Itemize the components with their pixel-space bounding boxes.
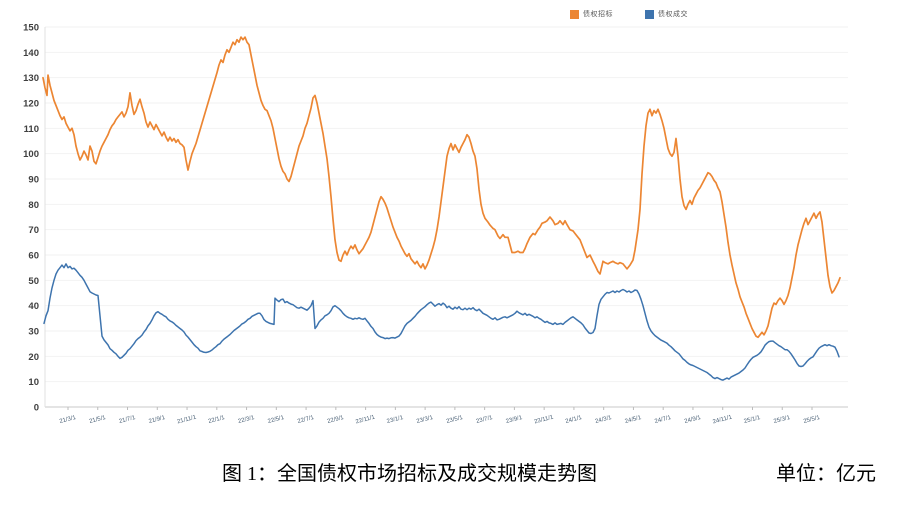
legend-swatch	[645, 9, 654, 19]
x-tick-label: 23/9/1	[505, 415, 523, 425]
legend-item-0: 债权招标	[570, 9, 613, 19]
y-tick-label: 0	[34, 403, 39, 414]
x-tick-label: 22/11/1	[355, 414, 376, 425]
unit-label: 单位：亿元	[776, 463, 876, 485]
x-tick-label: 23/1/1	[386, 415, 404, 425]
figure-caption: 图 1：全国债权市场招标及成交规模走势图	[222, 463, 597, 485]
legend-item-1: 债权成交	[645, 9, 688, 19]
y-tick-label: 110	[24, 124, 39, 135]
x-tick-label: 24/5/1	[624, 415, 642, 425]
x-tick-label: 23/11/1	[534, 414, 555, 425]
y-tick-label: 80	[28, 200, 39, 211]
x-tick-label: 22/9/1	[327, 415, 345, 425]
y-tick-label: 130	[23, 73, 39, 84]
series-line-0	[42, 36, 841, 339]
y-tick-label: 30	[28, 327, 39, 338]
x-tick-label: 25/1/1	[743, 415, 761, 425]
y-tick-label: 70	[28, 225, 39, 236]
y-tick-label: 150	[23, 23, 39, 34]
x-tick-label: 23/7/1	[476, 415, 494, 425]
x-tick-label: 24/9/1	[684, 415, 702, 425]
x-tick-label: 21/7/1	[118, 415, 136, 425]
legend-label: 债权招标	[583, 11, 613, 18]
chart-svg: 0 10 20 30 40 50 60 70 80 90 100 110 120 130 140 150 21/…	[23, 23, 848, 425]
x-tick-label: 22/5/1	[267, 415, 285, 425]
x-tick-label: 21/9/1	[148, 415, 166, 425]
series-line-1	[43, 263, 840, 381]
x-tick-label: 23/5/1	[446, 415, 464, 425]
chart-legend: 债权招标 债权成交	[570, 9, 688, 19]
legend-swatch	[570, 9, 579, 19]
y-tick-label: 50	[28, 276, 39, 287]
x-tick-label: 25/3/1	[773, 415, 791, 425]
y-tick-label: 60	[28, 251, 39, 262]
x-tick-label: 24/7/1	[654, 415, 672, 425]
x-tick-label: 24/3/1	[595, 415, 613, 425]
y-tick-label: 90	[28, 175, 39, 186]
y-tick-label: 120	[23, 99, 39, 110]
y-tick-label: 10	[28, 377, 39, 388]
x-tick-label: 21/3/1	[59, 415, 77, 425]
x-tick-label: 24/1/1	[565, 415, 583, 425]
y-tick-label: 20	[28, 352, 39, 363]
y-tick-label: 40	[28, 301, 39, 312]
x-tick-label: 21/5/1	[89, 415, 107, 425]
x-tick-label: 21/11/1	[177, 414, 198, 425]
y-tick-label: 100	[23, 149, 39, 160]
x-tick-label: 25/5/1	[803, 415, 821, 425]
y-tick-label: 140	[23, 48, 39, 59]
x-tick-label: 24/11/1	[712, 414, 733, 425]
x-tick-label: 22/7/1	[297, 415, 315, 425]
x-tick-label: 23/3/1	[416, 415, 434, 425]
x-tick-label: 22/1/1	[208, 415, 226, 425]
legend-label: 债权成交	[658, 11, 688, 18]
x-tick-label: 22/3/1	[237, 415, 255, 425]
